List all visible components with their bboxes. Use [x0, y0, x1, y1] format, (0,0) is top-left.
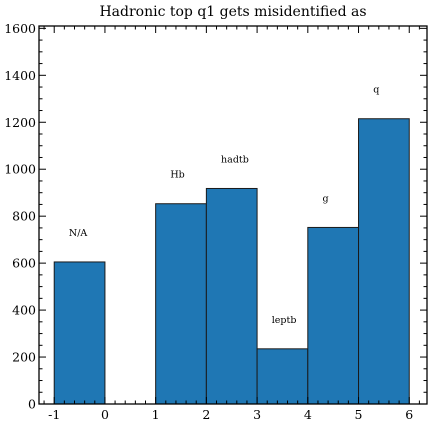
- plot-frame: [38, 25, 428, 405]
- bar-hadtb: [205, 187, 258, 405]
- y-tick-label: 600: [12, 256, 36, 271]
- bar-leptb: [256, 348, 309, 405]
- bar-label: q: [373, 85, 379, 96]
- y-tick-label: 800: [12, 209, 36, 224]
- x-tick-label: 5: [355, 407, 363, 422]
- bar-label: Hb: [170, 170, 184, 181]
- y-tick-label: 1400: [4, 68, 36, 83]
- axes-group: -1 0 1 2 3 4 5 6 0 200 400 600 800 1000 1200 1400 1600: [4, 21, 428, 422]
- bars-group: [53, 118, 410, 405]
- x-tick-label: 1: [152, 407, 160, 422]
- bar-n-a: [53, 261, 106, 405]
- y-tick-label: 0: [28, 397, 36, 412]
- x-tick-label: 2: [202, 407, 210, 422]
- y-tick-label: 1000: [4, 162, 36, 177]
- bar-label: hadtb: [221, 154, 249, 165]
- x-tick-label: 0: [101, 407, 109, 422]
- bar-hb: [155, 203, 207, 405]
- x-tick-label: 4: [304, 407, 312, 422]
- x-tick-label: 6: [405, 407, 413, 422]
- y-tick-label: 200: [12, 350, 36, 365]
- y-tick-label: 400: [12, 303, 36, 318]
- bar-label: g: [322, 193, 328, 204]
- bar-q: [358, 118, 410, 405]
- x-tick-label: 3: [253, 407, 261, 422]
- bar-g: [307, 226, 360, 405]
- y-tick-label: 1600: [4, 21, 36, 36]
- chart-title: Hadronic top q1 gets misidentified as: [99, 4, 366, 20]
- bar-label: N/A: [69, 228, 88, 239]
- bar-label: leptb: [272, 315, 297, 326]
- y-tick-label: 1200: [4, 115, 36, 130]
- x-tick-label: -1: [48, 407, 60, 422]
- bar-labels-group: N/A Hb hadtb leptb g q: [69, 85, 379, 326]
